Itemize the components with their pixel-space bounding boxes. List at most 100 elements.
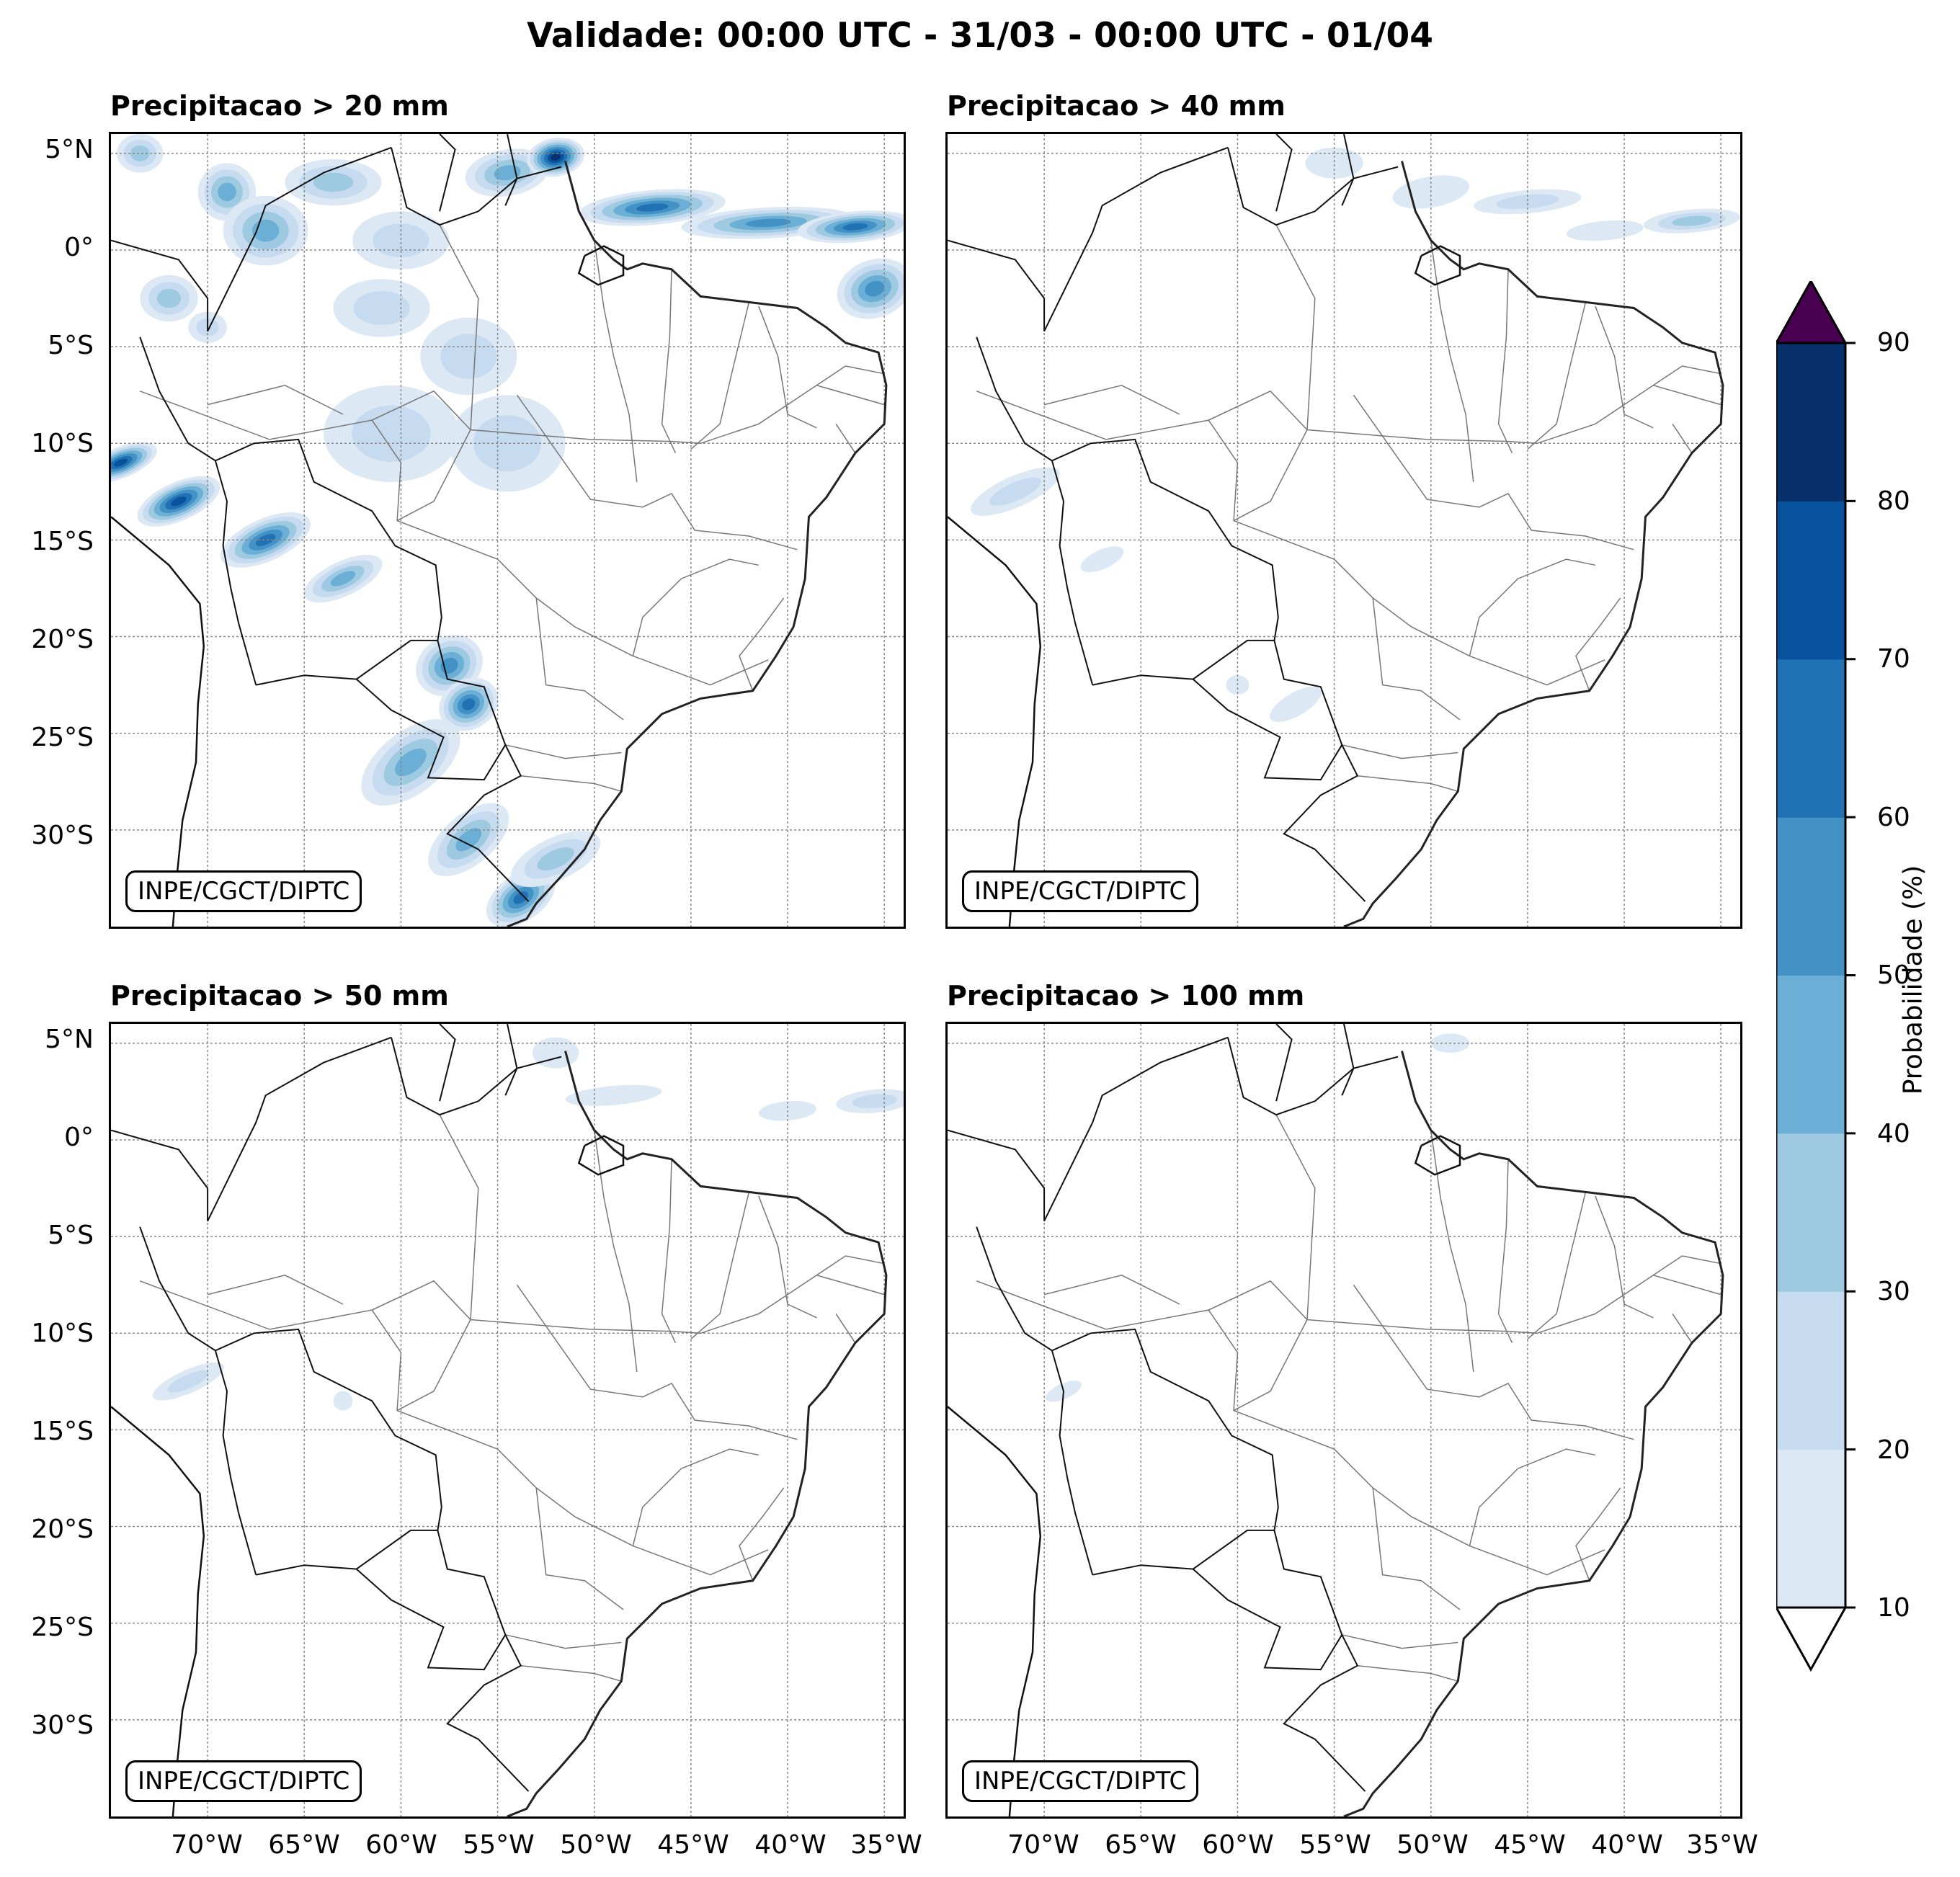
precip-contour — [989, 477, 1041, 506]
state-border — [535, 597, 624, 721]
precip-contour — [130, 145, 150, 161]
state-border — [1353, 1284, 1634, 1440]
country-border — [139, 336, 530, 902]
country-border — [256, 1529, 438, 1576]
precip-contour — [532, 1037, 579, 1069]
colorbar — [1776, 281, 1856, 1672]
lon-label: 55°W — [1299, 1830, 1371, 1860]
lat-label: 10°S — [31, 1319, 94, 1348]
state-border — [845, 1255, 885, 1265]
precip-contour — [1496, 194, 1559, 210]
precip-contour — [636, 203, 669, 212]
state-border — [661, 269, 677, 454]
pacific-coastline — [948, 516, 1042, 927]
state-border — [976, 365, 1683, 445]
country-border — [439, 134, 456, 212]
country-border — [504, 134, 518, 206]
state-border — [816, 1275, 885, 1296]
country-border — [1051, 1350, 1094, 1575]
country-border — [214, 1350, 257, 1575]
precip-contour — [313, 172, 354, 192]
state-border — [1595, 306, 1654, 429]
country-border — [207, 146, 392, 332]
map-panel-50mm: INPE/CGCT/DIPTC — [109, 1022, 906, 1819]
colorbar-segment — [1776, 1133, 1845, 1292]
precip-contour — [333, 1391, 353, 1411]
precip-contour — [551, 153, 561, 161]
country-border — [976, 336, 1366, 902]
precip-contour — [218, 182, 236, 202]
country-border — [1051, 460, 1094, 685]
state-border — [1595, 1195, 1654, 1319]
map-100mm — [948, 1024, 1740, 1816]
panel-title-50mm: Precipitacao > 50 mm — [110, 980, 449, 1012]
colorbar-segment — [1776, 659, 1845, 818]
gridlines — [948, 1024, 1740, 1816]
panel-title-100mm: Precipitacao > 100 mm — [947, 980, 1305, 1012]
lon-label: 65°W — [1105, 1830, 1177, 1860]
state-border — [1233, 224, 1316, 522]
state-border — [1497, 1159, 1513, 1344]
lon-label: 45°W — [657, 1830, 729, 1860]
state-border — [139, 365, 846, 445]
lat-label: 5°N — [45, 135, 94, 164]
lon-label: 60°W — [1202, 1830, 1274, 1860]
lat-label: 0° — [64, 1123, 94, 1152]
colorbar-tick-label: 60 — [1877, 803, 1910, 832]
state-border — [758, 1195, 817, 1319]
lat-label: 25°S — [31, 723, 94, 752]
state-border — [816, 385, 885, 406]
country-border — [207, 1036, 392, 1222]
state-border — [139, 1255, 846, 1334]
precip-contour — [255, 533, 276, 546]
precip-contour — [565, 1084, 662, 1106]
lat-label: 20°S — [31, 625, 94, 654]
state-border — [835, 423, 856, 454]
state-border — [371, 1309, 769, 1576]
colorbar-segment — [1776, 343, 1845, 501]
marajo-island-outline — [577, 245, 625, 286]
credit-box: INPE/CGCT/DIPTC — [125, 1760, 362, 1802]
precip-probability-layer — [111, 134, 904, 927]
credit-box: INPE/CGCT/DIPTC — [962, 870, 1199, 912]
colorbar-under-triangle — [1776, 1606, 1848, 1672]
colorbar-tick-label: 40 — [1877, 1119, 1910, 1149]
colorbar-tick-label: 80 — [1877, 486, 1910, 516]
country-border — [1341, 134, 1355, 206]
state-border — [516, 1284, 798, 1440]
state-border — [207, 1275, 344, 1305]
precip-contour — [455, 828, 482, 852]
state-border — [1469, 1448, 1595, 1546]
state-border — [505, 1634, 622, 1649]
precip-contour — [842, 223, 868, 231]
marajo-island-outline — [1414, 245, 1461, 286]
precip-contour — [171, 496, 187, 507]
country-border — [1092, 639, 1275, 686]
state-border — [1575, 1487, 1621, 1581]
precip-contour — [537, 847, 574, 871]
country-border — [1227, 1037, 1399, 1116]
map-panel-100mm: INPE/CGCT/DIPTC — [945, 1022, 1742, 1819]
state-border — [1357, 1664, 1458, 1682]
country-border — [391, 1037, 562, 1116]
country-border — [1092, 1529, 1275, 1576]
lon-label: 70°W — [1007, 1830, 1079, 1860]
state-border — [593, 240, 638, 482]
precip-contour — [1566, 220, 1644, 241]
lat-label: 15°S — [31, 527, 94, 556]
pacific-coastline — [111, 1406, 205, 1816]
atlantic-coastline — [1343, 161, 1724, 927]
state-border — [976, 1255, 1683, 1334]
colorbar-segment — [1776, 1449, 1845, 1608]
country-border — [948, 239, 1046, 331]
state-border — [1372, 597, 1461, 721]
lat-label: 15°S — [31, 1417, 94, 1446]
lon-label: 35°W — [850, 1830, 922, 1860]
colorbar-tick-label: 10 — [1877, 1593, 1910, 1623]
country-border — [1341, 1024, 1355, 1096]
country-border — [139, 1226, 530, 1792]
panel-title-40mm: Precipitacao > 40 mm — [947, 90, 1286, 122]
state-border — [1043, 385, 1180, 415]
state-border — [1357, 775, 1458, 792]
state-border — [690, 302, 750, 450]
